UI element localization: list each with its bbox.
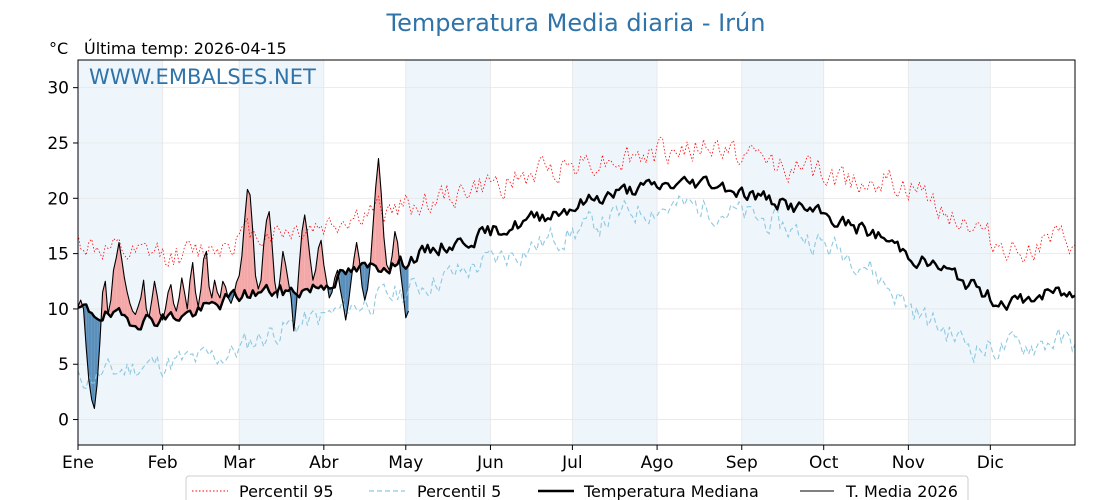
anomaly-segment — [121, 259, 125, 316]
legend-label-current: T. Media 2026 — [845, 482, 958, 500]
anomaly-segment — [113, 258, 117, 313]
anomaly-segment — [168, 284, 171, 316]
anomaly-segment — [179, 277, 182, 321]
y-tick-label: 15 — [47, 245, 69, 265]
y-tick-label: 10 — [47, 300, 69, 320]
x-tick-label: Oct — [809, 453, 839, 473]
anomaly-segment — [86, 304, 89, 381]
anomaly-segment — [375, 158, 379, 272]
anomaly-segment — [124, 277, 128, 318]
anomaly-segment — [173, 303, 177, 321]
x-tick-label: Dic — [977, 453, 1004, 473]
anomaly-segment — [266, 211, 270, 292]
anomaly-segment — [318, 240, 322, 289]
month-shade-jul — [572, 60, 658, 445]
anomaly-segment — [321, 240, 324, 290]
x-tick-label: Ago — [641, 453, 674, 473]
x-tick-label: Feb — [148, 453, 178, 473]
y-tick-label: 30 — [47, 79, 69, 99]
month-shade-nov — [908, 60, 991, 445]
legend-label-p5: Percentil 5 — [417, 482, 501, 500]
anomaly-segment — [214, 280, 218, 306]
y-tick-label: 0 — [58, 411, 69, 431]
legend-box — [185, 475, 969, 500]
x-tick-label: Nov — [892, 453, 925, 473]
anomaly-segment — [405, 265, 409, 318]
x-tick-label: May — [388, 453, 423, 473]
x-tick-label: Sep — [726, 453, 758, 473]
y-tick-label: 20 — [47, 189, 69, 209]
grid-lines — [77, 60, 1075, 445]
series-line-percentil-5 — [77, 195, 1076, 389]
anomaly-segment — [301, 214, 305, 292]
anomaly-segment — [307, 233, 311, 293]
anomaly-segment — [250, 194, 253, 298]
anomaly-segment — [118, 242, 122, 315]
chart-title: Temperatura Media diaria - Irún — [386, 9, 766, 37]
anomaly-segment — [181, 277, 185, 317]
x-tick-label: Ene — [62, 453, 94, 473]
x-tick-label: Jun — [476, 453, 504, 473]
anomaly-segment — [299, 231, 302, 298]
anomaly-segment — [132, 311, 136, 327]
legend-label-median: Temperatura Mediana — [583, 482, 759, 500]
anomaly-segment — [304, 214, 308, 290]
x-tick-label: Jul — [561, 453, 583, 473]
anomaly-segment — [403, 265, 406, 318]
anomaly-segment — [151, 281, 155, 326]
x-tick-label: Abr — [309, 453, 338, 473]
anomaly-segment — [263, 220, 267, 289]
series-line-media-2026 — [77, 157, 410, 410]
month-shade-sep — [741, 60, 824, 445]
anomaly-segment — [269, 211, 272, 296]
anomaly-segment — [140, 280, 144, 330]
anomaly-segment — [373, 187, 376, 267]
anomaly-segment — [239, 255, 242, 301]
anomaly-segment — [135, 306, 139, 330]
anomaly-segment — [362, 262, 365, 301]
anomaly-segment — [241, 220, 245, 298]
anomaly-segment — [247, 189, 251, 298]
anomaly-segment — [91, 313, 95, 409]
x-tick-label: Mar — [223, 453, 255, 473]
y-tick-label: 5 — [58, 355, 69, 375]
y-tick-label: 25 — [47, 134, 69, 154]
anomaly-segment — [129, 303, 133, 326]
axis-ticks: 0 5 10 15 20 25 30 Ene Feb Mar Abr May Jun Jul Ago Sep O… — [47, 79, 1004, 473]
legend-label-p95: Percentil 95 — [239, 482, 334, 500]
plot-frame — [77, 59, 1076, 446]
anomaly-segment — [203, 251, 207, 304]
legend: Percentil 95 Percentil 5 Temperatura Med… — [185, 475, 969, 500]
unit-label: °C — [49, 39, 68, 58]
series-line-mediana — [77, 175, 1076, 331]
month-shading — [78, 60, 991, 445]
anomaly-segment — [192, 262, 196, 317]
anomaly-segment — [315, 248, 319, 289]
last-temp-label: Última temp: 2026-04-15 — [84, 39, 287, 58]
watermark-text: WWW.EMBALSES.NET — [89, 65, 316, 89]
series-lines — [77, 136, 1076, 410]
anomaly-segment — [340, 270, 343, 304]
anomaly-segment — [116, 242, 119, 311]
